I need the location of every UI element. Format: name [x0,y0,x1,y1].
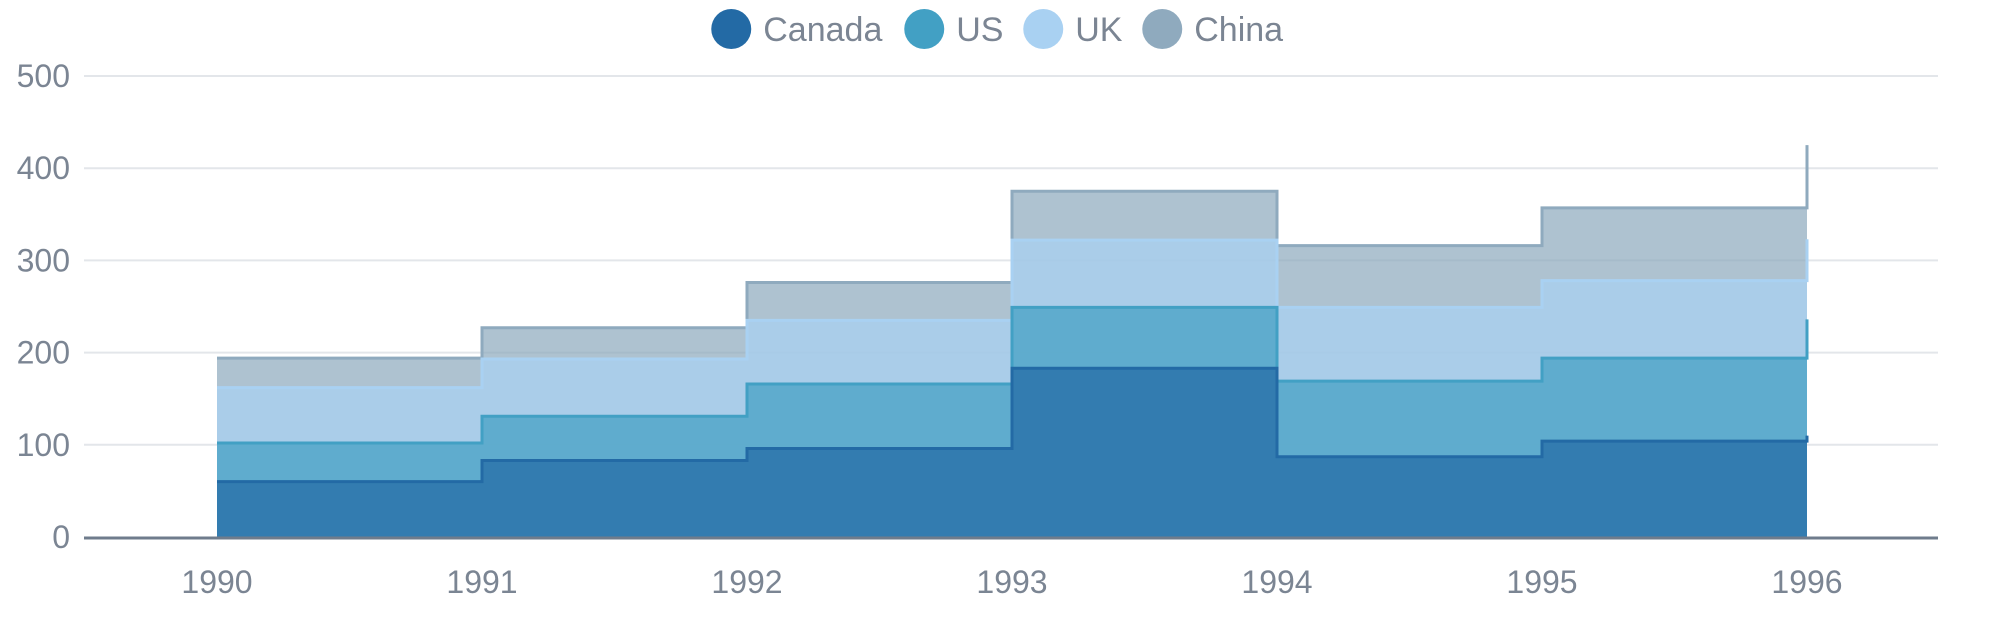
line-china [217,145,1809,360]
y-tick-label: 100 [17,427,70,463]
legend-label: Canada [763,11,882,49]
area-canada [217,368,1807,537]
legend-item-uk[interactable]: UK [1023,9,1123,49]
legend-item-canada[interactable]: Canada [711,9,882,49]
legend-marker [1142,9,1183,49]
line-uk [217,238,1809,390]
y-tick-label: 300 [17,242,70,278]
x-tick-label: 1996 [1771,564,1842,600]
legend-marker [711,9,752,49]
y-tick-label: 500 [17,58,70,94]
legend-label: UK [1075,11,1123,49]
legend-marker [1023,9,1064,49]
axes: 1990 1991 1992 1993 1994 1995 1996 [84,536,1938,600]
legend-marker [904,9,945,49]
x-tick-label: 1994 [1241,564,1312,600]
line-us [217,305,1809,445]
line-canada [217,366,1809,484]
legend-item-china[interactable]: China [1142,9,1283,49]
y-tick-label: 0 [52,519,70,555]
legend-label: US [956,11,1003,49]
x-tick-label: 1993 [976,564,1047,600]
x-tick-label: 1991 [446,564,517,600]
legend-item-us[interactable]: US [904,9,1003,49]
legend-label: China [1194,11,1283,49]
y-tick-label: 200 [17,335,70,371]
x-tick-label: 1995 [1506,564,1577,600]
legend: Canada US UK China [711,9,1283,49]
x-tick-label: 1990 [181,564,252,600]
x-tick-label: 1992 [711,564,782,600]
y-tick-label: 400 [17,150,70,186]
series-areas [217,145,1809,537]
